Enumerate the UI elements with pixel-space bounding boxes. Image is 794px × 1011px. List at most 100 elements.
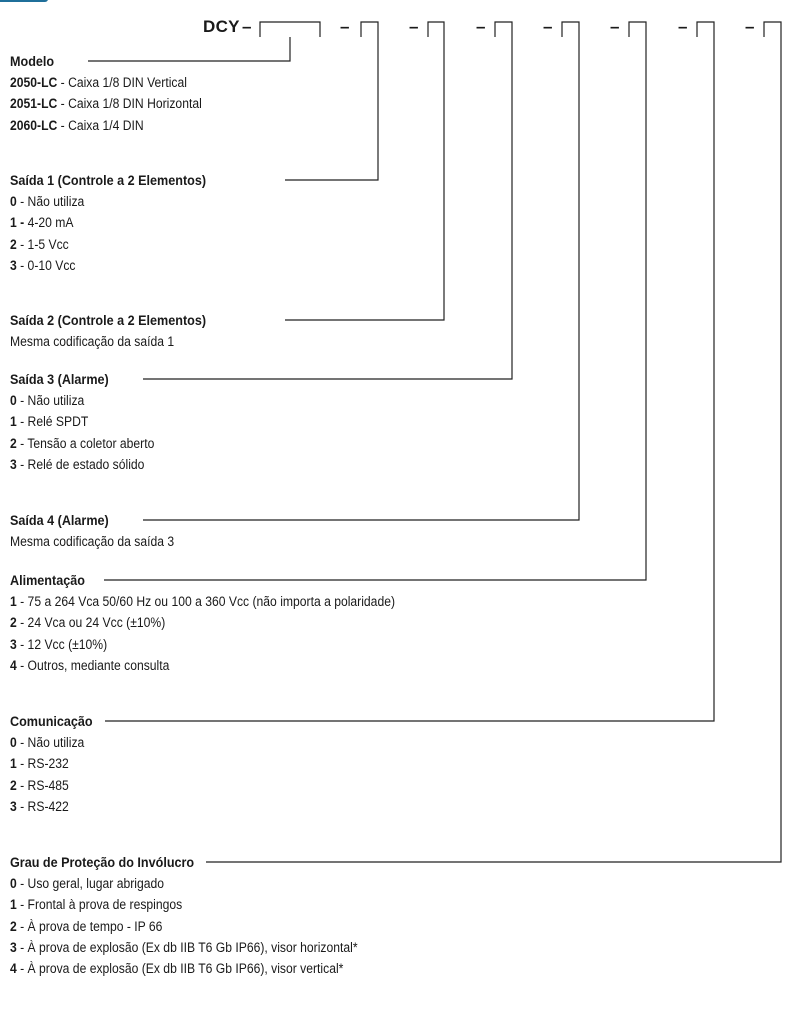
option-text: - Não utiliza bbox=[16, 194, 85, 210]
option-text: - Relé de estado sólido bbox=[16, 456, 145, 472]
section-saida-3: Saída 3 (Alarme) 0 - Não utiliza 1 - Rel… bbox=[10, 369, 154, 475]
option-line: 2 - À prova de tempo - IP 66 bbox=[10, 916, 358, 937]
code-box-comunicacao bbox=[696, 21, 715, 37]
option-line: 2 - RS-485 bbox=[10, 775, 93, 796]
option-code: 2 bbox=[10, 236, 17, 252]
option-line: 2 - Tensão a coletor aberto bbox=[10, 433, 154, 454]
option-text: 4-20 mA bbox=[24, 215, 74, 231]
option-text: - Relé SPDT bbox=[16, 414, 89, 430]
option-line: 3 - 0-10 Vcc bbox=[10, 255, 206, 276]
option-code: 1 - bbox=[10, 215, 25, 231]
option-text: - Outros, mediante consulta bbox=[16, 657, 170, 673]
option-text: - À prova de explosão (Ex db IIB T6 Gb I… bbox=[16, 939, 358, 955]
section-title: Comunicação bbox=[10, 713, 93, 729]
section-saida-2: Saída 2 (Controle a 2 Elementos) Mesma c… bbox=[10, 310, 206, 352]
leader-protecao bbox=[206, 37, 782, 863]
option-text: - RS-422 bbox=[16, 798, 69, 814]
option-text: - Caixa 1/4 DIN bbox=[57, 117, 144, 133]
option-code: 0 bbox=[10, 194, 17, 210]
option-code: 3 bbox=[10, 456, 17, 472]
code-separator: – bbox=[476, 17, 486, 36]
section-title: Alimentação bbox=[10, 572, 85, 588]
option-text: - Não utiliza bbox=[16, 735, 85, 751]
option-code: 4 bbox=[10, 961, 17, 977]
option-code: 2 bbox=[10, 615, 17, 631]
option-text: - 0-10 Vcc bbox=[16, 257, 76, 273]
option-code: 2050-LC bbox=[10, 75, 58, 91]
code-box-modelo bbox=[259, 21, 321, 37]
option-code: 2051-LC bbox=[10, 96, 58, 112]
option-code: 3 bbox=[10, 798, 17, 814]
heading-fragment bbox=[0, 0, 60, 4]
option-code: 3 bbox=[10, 939, 17, 955]
option-line: 1 - Frontal à prova de respingos bbox=[10, 894, 358, 915]
option-code: 4 bbox=[10, 657, 17, 673]
option-line: 3 - À prova de explosão (Ex db IIB T6 Gb… bbox=[10, 937, 358, 958]
option-text: Mesma codificação da saída 1 bbox=[10, 334, 175, 350]
option-code: 1 bbox=[10, 594, 17, 610]
option-code: 1 bbox=[10, 414, 17, 430]
section-title: Grau de Proteção do Invólucro bbox=[10, 854, 195, 870]
heading-bar bbox=[0, 0, 48, 2]
section-title: Saída 4 (Alarme) bbox=[10, 512, 109, 528]
option-line: 1 - Relé SPDT bbox=[10, 411, 154, 432]
option-text: - 75 a 264 Vca 50/60 Hz ou 100 a 360 Vcc… bbox=[16, 594, 396, 610]
code-box-saida4 bbox=[561, 21, 580, 37]
leader-comunicacao bbox=[105, 37, 715, 722]
section-saida-1: Saída 1 (Controle a 2 Elementos) 0 - Não… bbox=[10, 170, 206, 276]
option-text: - À prova de explosão (Ex db IIB T6 Gb I… bbox=[16, 961, 344, 977]
option-line: 2050-LC - Caixa 1/8 DIN Vertical bbox=[10, 72, 202, 93]
code-separator: – bbox=[543, 17, 553, 36]
leader-saida1 bbox=[285, 37, 379, 181]
section-title: Modelo bbox=[10, 53, 55, 69]
section-title: Saída 3 (Alarme) bbox=[10, 371, 109, 387]
code-box-saida3 bbox=[494, 21, 513, 37]
option-line: 3 - 12 Vcc (±10%) bbox=[10, 634, 395, 655]
option-code: 2060-LC bbox=[10, 117, 58, 133]
option-line: 4 - Outros, mediante consulta bbox=[10, 655, 395, 676]
option-code: 0 bbox=[10, 876, 17, 892]
section-comunicacao: Comunicação 0 - Não utiliza 1 - RS-232 2… bbox=[10, 711, 93, 817]
section-modelo: Modelo 2050-LC - Caixa 1/8 DIN Vertical … bbox=[10, 51, 202, 136]
code-box-protecao bbox=[763, 21, 782, 37]
option-code: 3 bbox=[10, 257, 17, 273]
section-title: Saída 2 (Controle a 2 Elementos) bbox=[10, 312, 207, 328]
code-separator: – bbox=[745, 17, 755, 36]
option-code: 2 bbox=[10, 435, 17, 451]
option-line: 1 - 4-20 mA bbox=[10, 212, 206, 233]
code-box-saida1 bbox=[360, 21, 379, 37]
code-separator: – bbox=[610, 17, 620, 36]
leader-alimentacao bbox=[104, 37, 647, 581]
option-line: 2 - 24 Vca ou 24 Vcc (±10%) bbox=[10, 612, 395, 633]
option-text: Mesma codificação da saída 3 bbox=[10, 534, 175, 550]
option-code: 2 bbox=[10, 777, 17, 793]
option-code: 0 bbox=[10, 393, 17, 409]
option-line: 2060-LC - Caixa 1/4 DIN bbox=[10, 115, 202, 136]
option-code: 1 bbox=[10, 897, 17, 913]
option-line: 0 - Não utiliza bbox=[10, 732, 93, 753]
option-code: 0 bbox=[10, 735, 17, 751]
leader-saida3 bbox=[143, 37, 513, 380]
option-line: 3 - Relé de estado sólido bbox=[10, 454, 154, 475]
option-line: Mesma codificação da saída 1 bbox=[10, 331, 206, 352]
code-box-saida2 bbox=[427, 21, 445, 37]
section-title: Saída 1 (Controle a 2 Elementos) bbox=[10, 172, 207, 188]
option-text: - Não utiliza bbox=[16, 393, 85, 409]
leader-saida2 bbox=[285, 37, 445, 321]
option-line: 3 - RS-422 bbox=[10, 796, 93, 817]
option-line: 0 - Não utiliza bbox=[10, 390, 154, 411]
code-prefix: DCY bbox=[203, 17, 240, 36]
option-text: - 1-5 Vcc bbox=[16, 236, 69, 252]
code-separator: – bbox=[242, 17, 252, 36]
option-text: - Uso geral, lugar abrigado bbox=[16, 876, 164, 892]
option-text: - Frontal à prova de respingos bbox=[16, 897, 183, 913]
leader-modelo bbox=[88, 37, 291, 62]
code-box-alimentacao bbox=[628, 21, 647, 37]
section-alimentacao: Alimentação 1 - 75 a 264 Vca 50/60 Hz ou… bbox=[10, 570, 395, 676]
option-text: - 12 Vcc (±10%) bbox=[16, 636, 108, 652]
code-separator: – bbox=[678, 17, 688, 36]
option-text: - À prova de tempo - IP 66 bbox=[16, 918, 163, 934]
option-line: 1 - RS-232 bbox=[10, 753, 93, 774]
leader-saida4 bbox=[143, 37, 580, 521]
